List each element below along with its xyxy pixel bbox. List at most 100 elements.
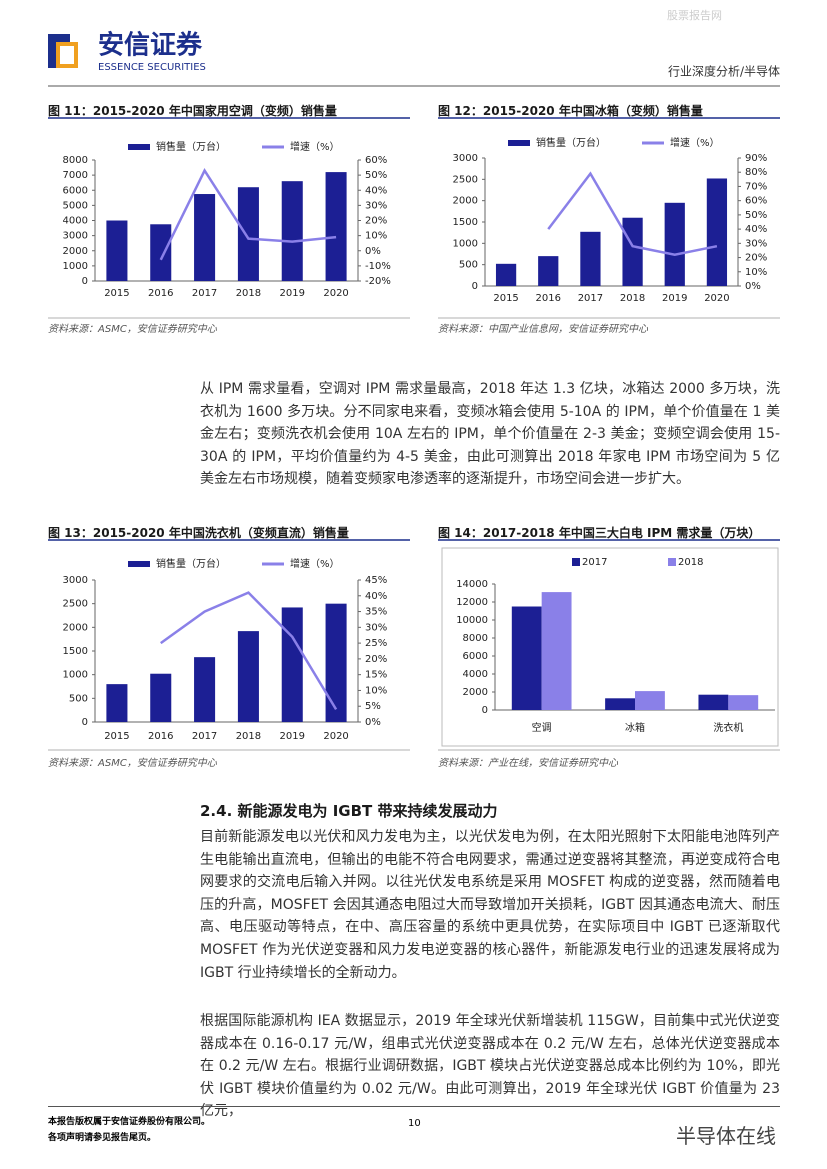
y-tick-label: 8000 xyxy=(63,155,88,166)
y2-tick-label: 40% xyxy=(365,185,387,196)
y-tick-label: 0 xyxy=(82,717,88,728)
y2-tick-label: 25% xyxy=(365,638,387,649)
bar xyxy=(150,224,172,281)
y-tick-label: 1500 xyxy=(453,217,478,228)
legend-label: 销售量（万台） xyxy=(156,557,226,570)
y2-tick-label: 50% xyxy=(365,170,387,181)
legend-swatch xyxy=(128,144,150,150)
y-tick-label: 2000 xyxy=(63,246,88,257)
legend-label: 销售量（万台） xyxy=(536,136,606,149)
x-tick-label: 2018 xyxy=(236,731,261,742)
y2-tick-label: 30% xyxy=(365,622,387,633)
copyright: 本报告版权属于安信证券股份有限公司。 xyxy=(48,1117,211,1127)
line-series xyxy=(547,171,718,256)
y-tick-label: 2000 xyxy=(463,687,488,698)
bar xyxy=(538,256,559,286)
y-tick-label: 1000 xyxy=(63,261,88,272)
y2-tick-label: 60% xyxy=(365,155,387,166)
y-tick-label: 2000 xyxy=(63,622,88,633)
legend-label: 销售量（万台） xyxy=(156,140,226,153)
legend-swatch xyxy=(572,558,580,566)
bar xyxy=(281,607,303,722)
y2-tick-label: 20% xyxy=(365,654,387,665)
legend-swatch xyxy=(508,140,530,146)
x-tick-label: 2020 xyxy=(323,288,348,299)
x-tick-label: 2015 xyxy=(104,731,129,742)
x-tick-label: 2018 xyxy=(236,288,261,299)
y-tick-label: 12000 xyxy=(456,597,488,608)
y2-tick-label: 90% xyxy=(745,153,767,164)
page-number: 10 xyxy=(408,1118,421,1129)
legend-label: 增速（%） xyxy=(290,557,340,570)
bar xyxy=(325,172,347,281)
bar xyxy=(605,698,635,710)
y-tick-label: 1500 xyxy=(63,646,88,657)
y2-tick-label: 10% xyxy=(745,267,767,278)
section: 行业深度分析/半导体 xyxy=(668,64,780,79)
y-tick-label: 0 xyxy=(82,276,88,287)
brand: 安信证券 xyxy=(98,31,203,61)
x-tick-label: 2018 xyxy=(620,293,645,304)
footer-rule xyxy=(48,1106,780,1107)
x-tick-label: 2019 xyxy=(280,731,305,742)
bar xyxy=(237,631,259,722)
bar xyxy=(150,673,172,722)
bar xyxy=(706,178,728,286)
bar xyxy=(635,691,665,710)
figure-title: 图 13：2015-2020 年中国洗衣机（变频直流）销售量 xyxy=(48,526,349,540)
legend-swatch xyxy=(128,561,150,567)
figure-source: 资料来源：中国产业信息网，安信证券研究中心 xyxy=(438,324,648,335)
y-tick-label: 2500 xyxy=(63,599,88,610)
y-tick-label: 10000 xyxy=(456,615,488,626)
y2-tick-label: 20% xyxy=(365,216,387,227)
bar xyxy=(541,592,572,710)
legend-swatch xyxy=(668,558,676,566)
y2-tick-label: 0% xyxy=(365,717,381,728)
x-tick-label: 2020 xyxy=(704,293,729,304)
y-tick-label: 2000 xyxy=(453,196,478,207)
y-tick-label: 7000 xyxy=(63,170,88,181)
y2-tick-label: 30% xyxy=(365,200,387,211)
y2-tick-label: 80% xyxy=(745,167,767,178)
y2-tick-label: 30% xyxy=(745,238,767,249)
bar xyxy=(622,217,643,286)
y-tick-label: 1000 xyxy=(453,238,478,249)
x-tick-label: 冰箱 xyxy=(625,721,645,734)
y2-tick-label: 40% xyxy=(745,224,767,235)
paragraph: 目前新能源发电以光伏和风力发电为主，以光伏发电为例，在太阳光照射下太阳能电池阵列… xyxy=(200,829,780,981)
y2-tick-label: 50% xyxy=(745,210,767,221)
bar xyxy=(664,202,685,286)
y-tick-label: 6000 xyxy=(463,651,488,662)
y-tick-label: 3000 xyxy=(453,153,478,164)
y2-tick-label: 20% xyxy=(745,253,767,264)
bar xyxy=(698,694,729,710)
bar xyxy=(194,194,216,281)
bar xyxy=(106,220,128,281)
paragraph: 从 IPM 需求量看，空调对 IPM 需求量最高，2018 年达 1.3 亿块，… xyxy=(200,381,780,488)
figure-source: 资料来源：ASMC，安信证券研究中心 xyxy=(48,758,217,769)
watermark: 股票报告网 xyxy=(667,8,722,22)
x-tick-label: 空调 xyxy=(532,721,552,734)
header-graphics: 安信证券 ESSENCE SECURITIES 股票报告网 行业深度分析/半导体 xyxy=(48,8,780,87)
x-tick-label: 2020 xyxy=(323,731,348,742)
y2-tick-label: -20% xyxy=(365,276,391,287)
y2-tick-label: 10% xyxy=(365,231,387,242)
y-tick-label: 4000 xyxy=(463,669,488,680)
y2-tick-label: 10% xyxy=(365,685,387,696)
y-tick-label: 6000 xyxy=(63,185,88,196)
legend-label: 2017 xyxy=(582,557,607,568)
y2-tick-label: 70% xyxy=(745,181,767,192)
y2-tick-label: 60% xyxy=(745,196,767,207)
y2-tick-label: 5% xyxy=(365,701,381,712)
bar xyxy=(511,606,542,710)
y2-tick-label: 15% xyxy=(365,670,387,681)
y-tick-label: 14000 xyxy=(456,579,488,590)
figure-source: 资料来源：ASMC，安信证券研究中心 xyxy=(48,324,217,335)
legend-label: 2018 xyxy=(678,557,703,568)
figure-title: 图 12：2015-2020 年中国冰箱（变频）销售量 xyxy=(438,104,703,118)
x-tick-label: 2016 xyxy=(148,731,173,742)
bar xyxy=(194,657,216,722)
x-tick-label: 2019 xyxy=(662,293,687,304)
